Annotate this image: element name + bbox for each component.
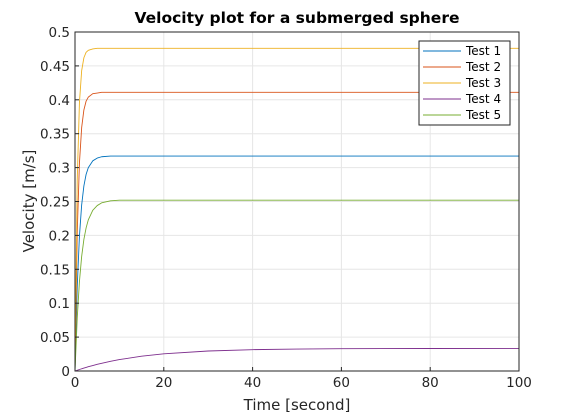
legend: Test 1 Test 2 Test 3 Test 4 Test 5	[418, 40, 511, 126]
x-tick-label: 0	[71, 375, 80, 391]
series-line-test-1	[74, 155, 519, 372]
y-tick-label: 0	[61, 364, 70, 380]
x-tick-label: 40	[244, 375, 261, 391]
x-tick-label: 20	[155, 375, 172, 391]
legend-label: Test 5	[465, 108, 501, 122]
y-tick-label: 0.2	[49, 228, 70, 244]
series-line-test-5	[74, 199, 519, 372]
y-tick-label: 0.05	[40, 330, 70, 346]
y-tick-label: 0.3	[49, 161, 70, 177]
y-tick-label: 0.15	[40, 262, 70, 278]
legend-label: Test 1	[465, 44, 501, 58]
legend-label: Test 3	[465, 76, 501, 90]
y-axis-label: Velocity [m/s]	[20, 150, 38, 253]
chart-title: Velocity plot for a submerged sphere	[135, 9, 460, 27]
x-tick-label: 60	[333, 375, 350, 391]
y-tick-label: 0.4	[49, 93, 70, 109]
series-line-test-2	[74, 91, 519, 372]
x-tick-label: 80	[422, 375, 439, 391]
series-layer	[74, 47, 520, 372]
y-tick-label: 0.5	[49, 25, 70, 41]
x-axis-label: Time [second]	[243, 396, 351, 414]
x-tick-label: 100	[506, 375, 532, 391]
y-tick-label: 0.1	[49, 296, 70, 312]
legend-label: Test 4	[465, 92, 501, 106]
ticks: 0 20 40 60 80 100 0 0.05 0.1 0.15 0.2 0.25 0.3 0.35 0.…	[40, 25, 532, 391]
y-tick-label: 0.45	[40, 59, 70, 75]
series-line-test-3	[74, 47, 519, 372]
y-tick-label: 0.35	[40, 127, 70, 143]
y-tick-label: 0.25	[40, 195, 70, 211]
series-line-test-4	[74, 347, 520, 372]
legend-label: Test 2	[465, 60, 501, 74]
